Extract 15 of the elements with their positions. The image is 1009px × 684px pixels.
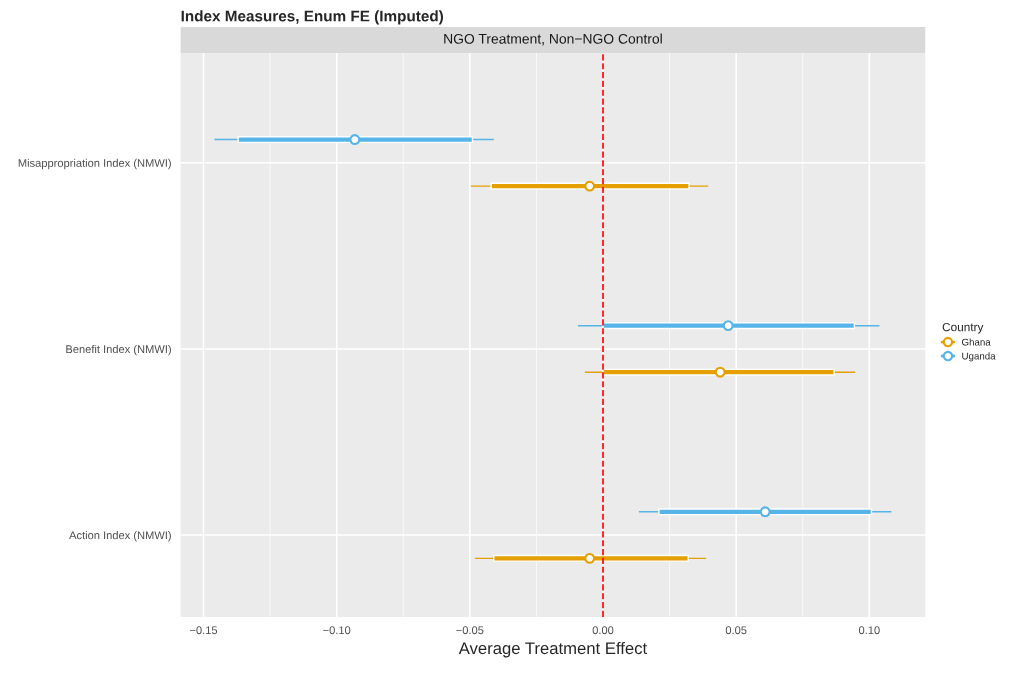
x-tick-label: 0.05 [725, 626, 747, 635]
x-axis-title: Average Treatment Effect [458, 641, 648, 658]
legend-label: Ghana [962, 338, 991, 346]
x-tick-label: 0.00 [592, 626, 614, 635]
x-tick-label: 0.10 [858, 626, 880, 635]
legend-label: Uganda [962, 352, 996, 362]
legend-title: Country [942, 322, 984, 334]
chart-subtitle: NGO Treatment, Non−NGO Control [444, 33, 662, 46]
y-tick-label: Benefit Index (NMWI) [66, 344, 171, 356]
x-tick-label: −0.10 [323, 626, 351, 635]
y-tick-label: Misappropriation Index (NMWI) [18, 158, 171, 170]
chart-title: Index Measures, Enum FE (Imputed) [181, 10, 444, 25]
x-tick-label: −0.15 [190, 626, 218, 635]
x-tick-label: −0.05 [456, 626, 484, 635]
y-tick-label: Action Index (NMWI) [69, 531, 171, 542]
